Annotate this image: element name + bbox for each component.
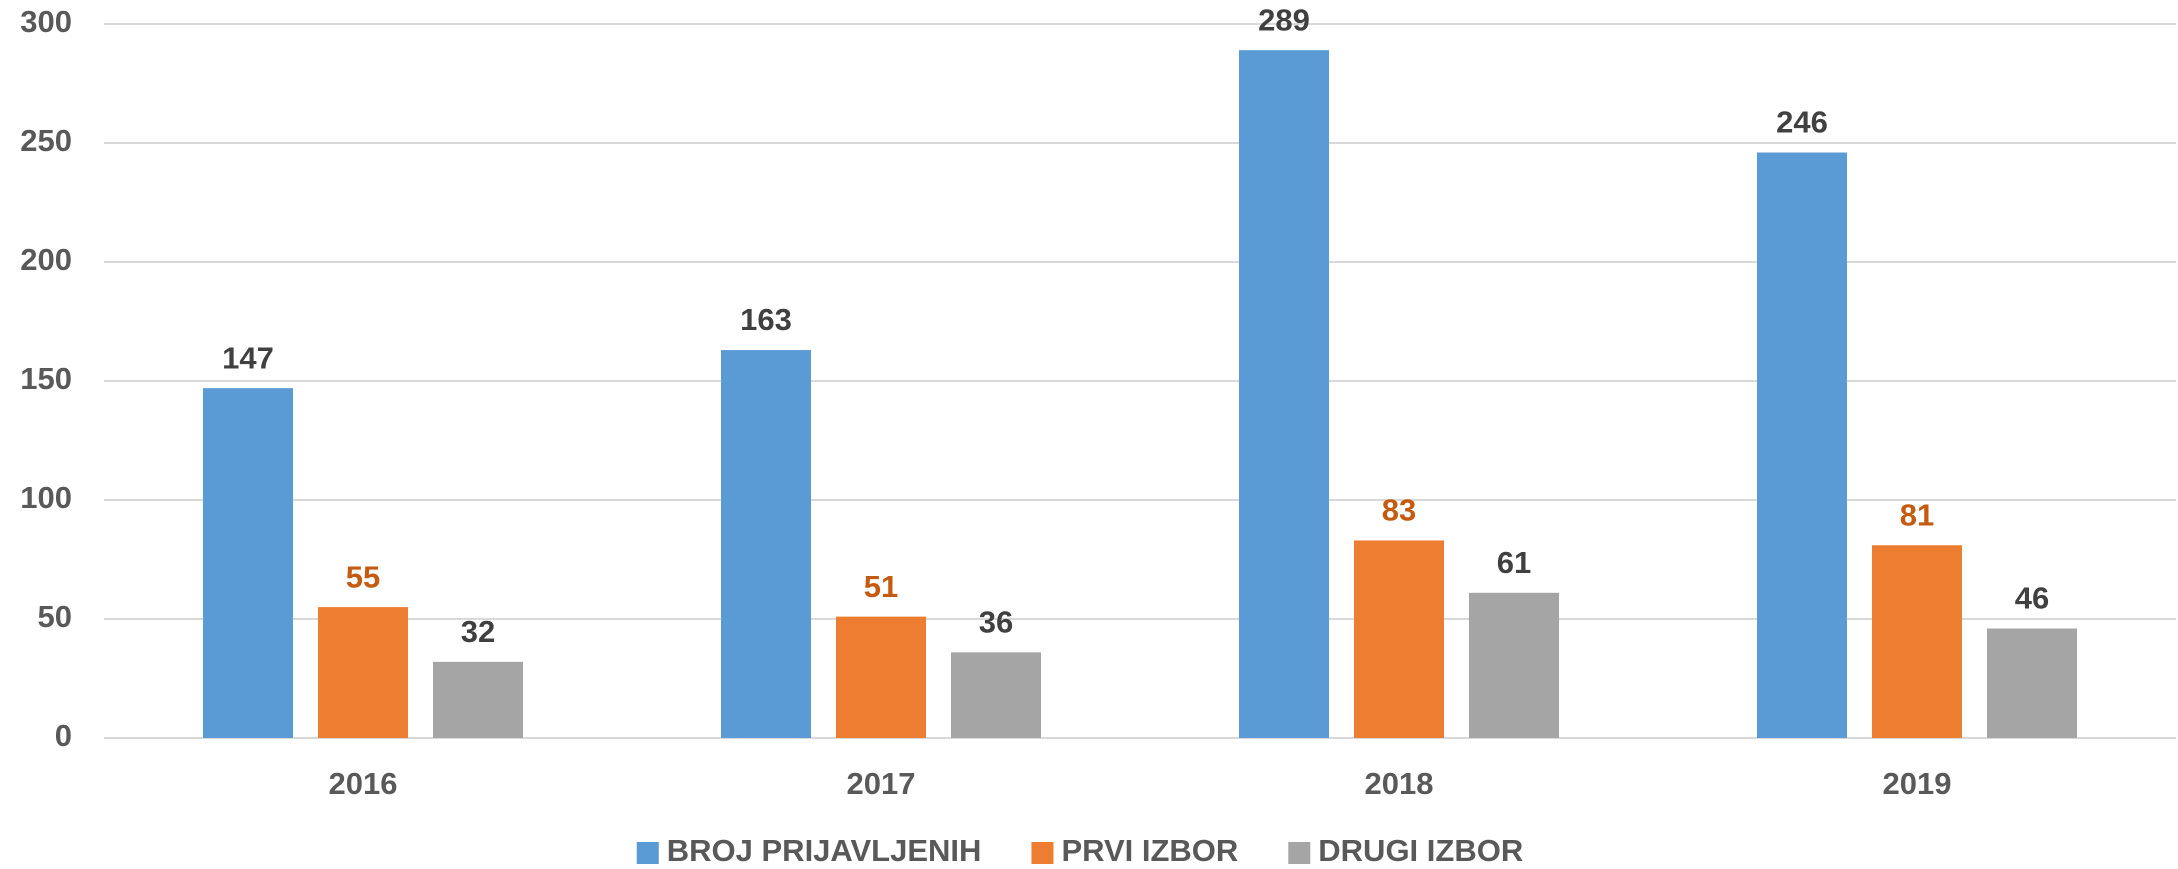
y-tick-label: 0 — [55, 718, 72, 753]
y-tick-label: 50 — [38, 599, 72, 634]
data-label: 61 — [1497, 545, 1531, 580]
bar — [1354, 540, 1444, 738]
y-tick-label: 300 — [20, 4, 72, 39]
bar — [1239, 50, 1329, 739]
bar — [433, 661, 523, 738]
bar — [203, 388, 293, 738]
legend-label: DRUGI IZBOR — [1318, 833, 1523, 868]
x-tick-label: 2017 — [847, 766, 916, 801]
y-tick-label: 250 — [20, 123, 72, 158]
data-label: 163 — [740, 302, 792, 337]
bar — [836, 616, 926, 738]
y-tick-label: 200 — [20, 242, 72, 277]
bar — [318, 607, 408, 738]
legend-swatch — [1031, 842, 1054, 864]
legend-label: BROJ PRIJAVLJENIH — [667, 833, 982, 868]
data-label: 289 — [1258, 2, 1310, 37]
bar — [1872, 545, 1962, 738]
bar — [1757, 152, 1847, 738]
legend-label: PRVI IZBOR — [1061, 833, 1238, 868]
x-tick-label: 2019 — [1883, 766, 1952, 801]
bar — [1987, 628, 2077, 738]
data-label: 51 — [864, 569, 898, 604]
x-tick-label: 2018 — [1365, 766, 1434, 801]
data-label: 55 — [346, 559, 380, 594]
legend-swatch — [1288, 842, 1311, 864]
bar — [1469, 592, 1559, 738]
x-tick-label: 2016 — [329, 766, 398, 801]
y-tick-label: 150 — [20, 361, 72, 396]
data-label: 246 — [1776, 105, 1828, 140]
data-label: 32 — [461, 614, 495, 649]
data-label: 46 — [2015, 581, 2049, 616]
y-tick-label: 100 — [20, 480, 72, 515]
data-label: 36 — [979, 605, 1013, 640]
bar — [951, 652, 1041, 738]
data-label: 147 — [222, 340, 274, 375]
legend-swatch — [636, 842, 659, 864]
data-label: 83 — [1382, 493, 1416, 528]
data-label: 81 — [1900, 497, 1934, 532]
bar — [721, 350, 811, 738]
